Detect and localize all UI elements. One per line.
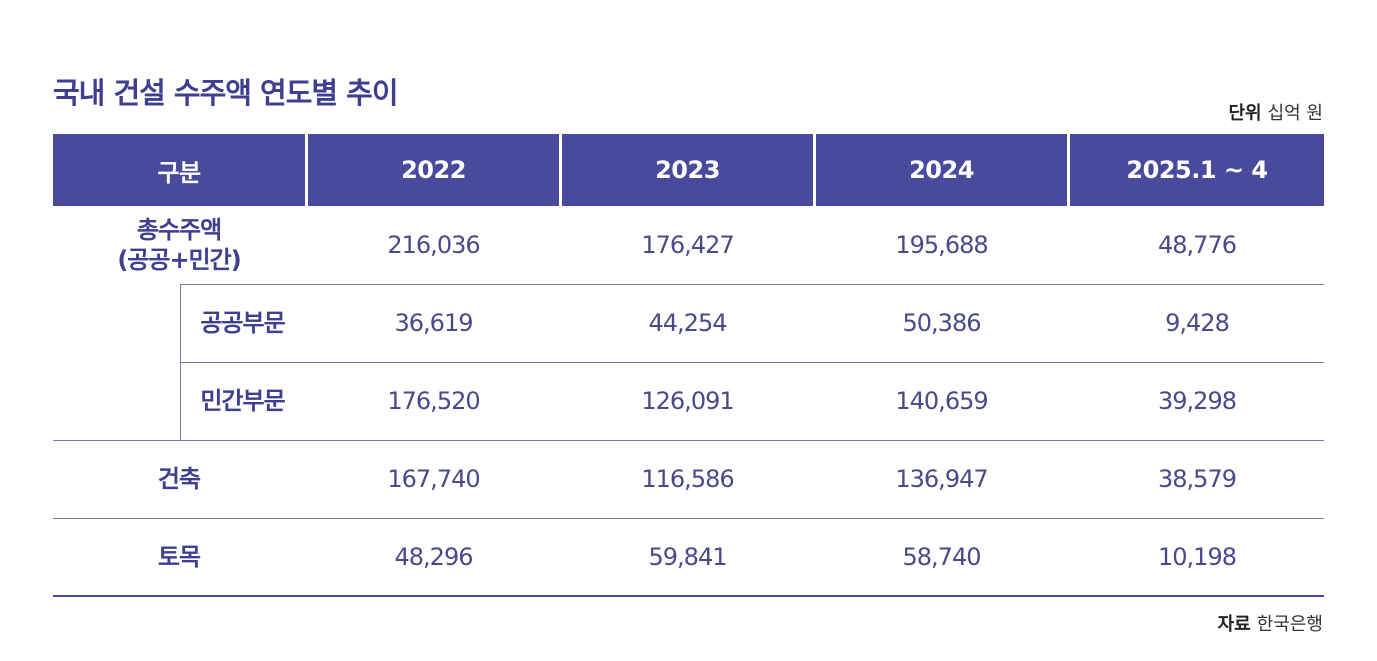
table-cell: 50,386 — [902, 309, 982, 337]
unit-label: 단위 — [1228, 103, 1262, 124]
unit-note: 단위 십억 원 — [1228, 99, 1323, 125]
table-cell: 136,947 — [895, 465, 988, 493]
header-2025: 2025.1 ~ 4 — [1070, 134, 1324, 206]
row-label-private: 민간부문 — [200, 387, 285, 415]
table-row-civil: 토목 48,296 59,841 58,740 10,198 — [53, 518, 1324, 596]
table-cell: 167,740 — [387, 465, 480, 493]
subgroup-divider — [180, 284, 181, 441]
table-cell: 38,579 — [1158, 465, 1237, 493]
table-row-building: 건축 167,740 116,586 136,947 38,579 — [53, 440, 1324, 518]
table-cell: 48,296 — [394, 543, 474, 571]
table-cell: 39,298 — [1158, 387, 1237, 415]
row-label-public: 공공부문 — [200, 309, 285, 337]
table-title: 국내 건설 수주액 연도별 추이 — [53, 76, 399, 110]
header-2024: 2024 — [816, 134, 1067, 206]
table-cell: 58,740 — [902, 543, 982, 571]
table-row-public: 공공부문 36,619 44,254 50,386 9,428 — [53, 284, 1324, 362]
source-note: 자료 한국은행 — [1218, 610, 1323, 636]
table-cell: 48,776 — [1158, 231, 1237, 259]
table-cell: 195,688 — [895, 231, 988, 259]
table-cell: 176,427 — [641, 231, 734, 259]
header-2023: 2023 — [562, 134, 813, 206]
row-label-building: 건축 — [157, 465, 201, 493]
table-cell: 116,586 — [641, 465, 734, 493]
table-cell: 216,036 — [387, 231, 480, 259]
table-cell: 44,254 — [648, 309, 728, 337]
table-cell: 36,619 — [394, 309, 474, 337]
unit-value: 십억 원 — [1267, 103, 1323, 124]
header-2022: 2022 — [308, 134, 559, 206]
table-header: 구분 2022 2023 2024 2025.1 ~ 4 — [53, 134, 1324, 206]
table-cell: 126,091 — [641, 387, 734, 415]
table-cell: 9,428 — [1165, 309, 1230, 337]
table-row-total: 총수주액 (공공+민간) 216,036 176,427 195,688 48,… — [53, 206, 1324, 284]
table-cell: 10,198 — [1158, 543, 1237, 571]
source-value: 한국은행 — [1256, 614, 1323, 635]
table-cell: 176,520 — [387, 387, 480, 415]
row-divider — [180, 362, 1324, 363]
row-divider — [53, 440, 1324, 441]
row-label-total: 총수주액 (공공+민간) — [117, 216, 241, 274]
row-divider — [53, 518, 1324, 519]
row-divider — [180, 284, 1324, 285]
header-category: 구분 — [53, 134, 305, 206]
source-label: 자료 — [1217, 614, 1251, 635]
table-bottom-border — [53, 595, 1324, 597]
table-row-private: 민간부문 176,520 126,091 140,659 39,298 — [53, 362, 1324, 440]
table-cell: 140,659 — [895, 387, 988, 415]
table-cell: 59,841 — [648, 543, 728, 571]
row-label-civil: 토목 — [157, 543, 201, 571]
